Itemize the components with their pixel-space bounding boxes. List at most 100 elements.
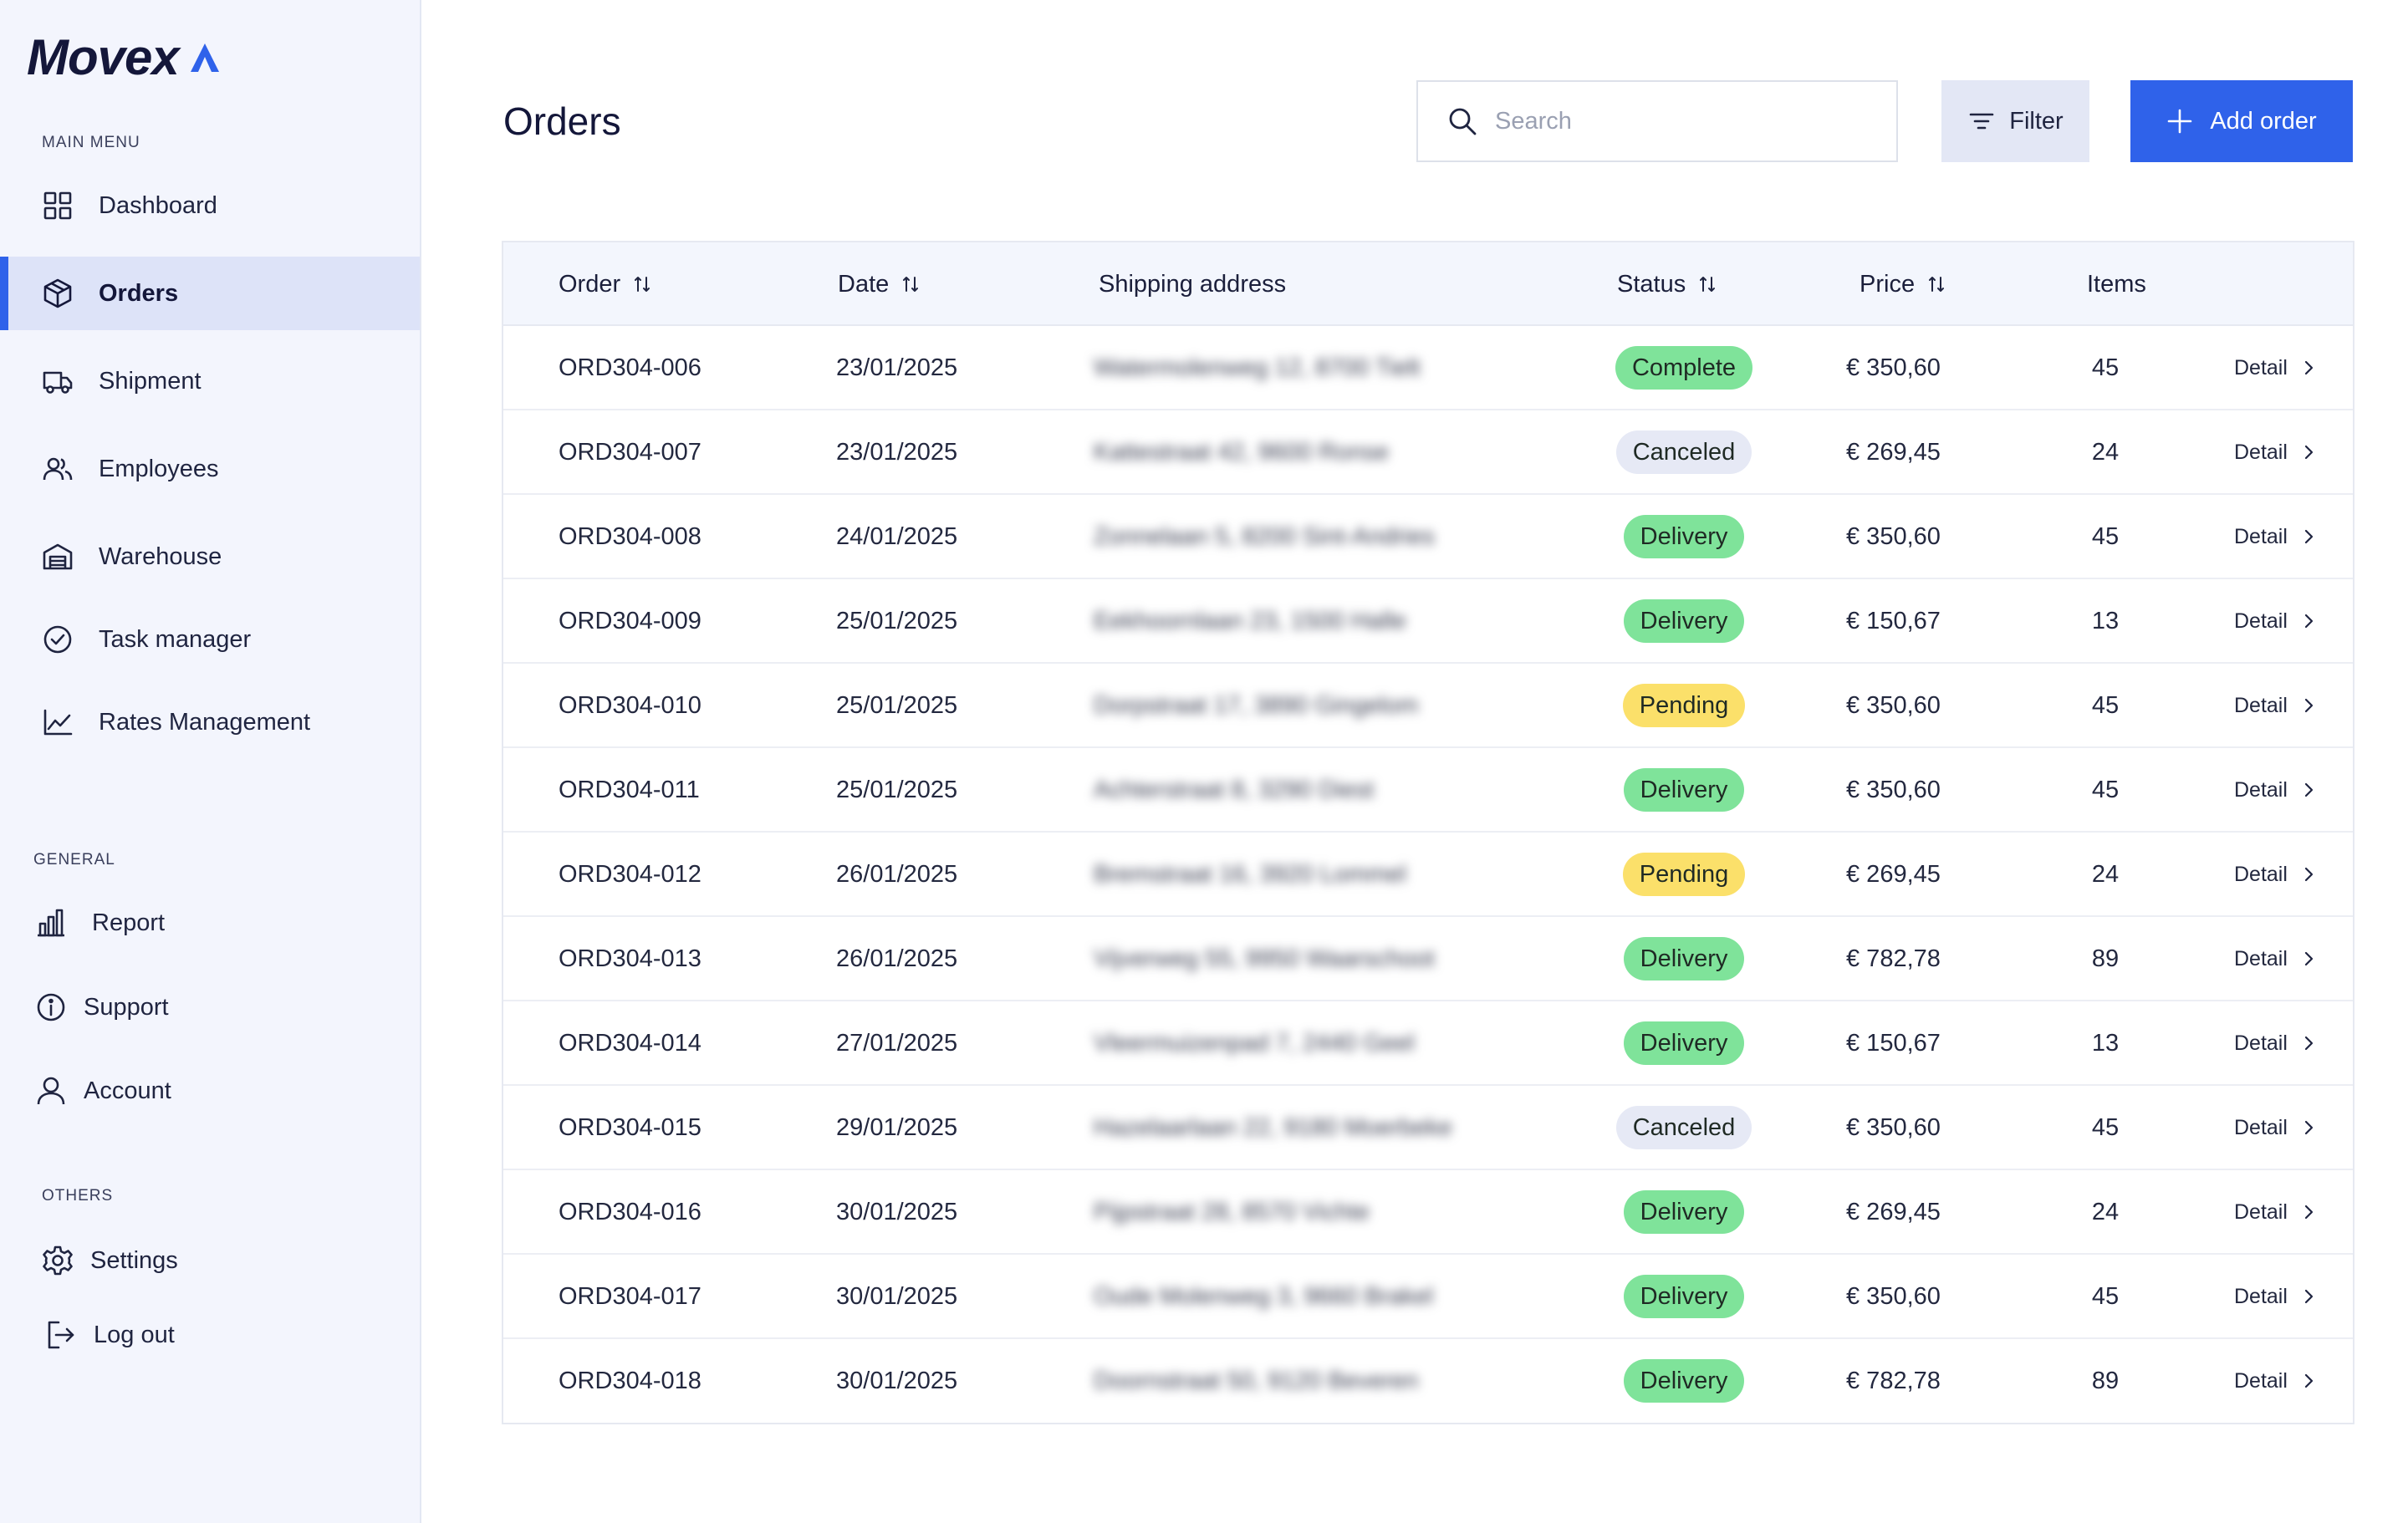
table-row[interactable]: ORD304-015 29/01/2025 Hazelaarlaan 22, 918… [503,1086,2353,1170]
detail-link[interactable]: Detail [2234,579,2318,663]
sidebar-item-label: Settings [90,1246,178,1274]
sidebar-item-shipment[interactable]: Shipment [0,344,420,418]
add-order-button[interactable]: Add order [2130,80,2353,162]
detail-link-label: Detail [2234,862,2288,886]
brand-name: Movex [27,29,180,85]
detail-link-label: Detail [2234,1200,2288,1224]
detail-link[interactable]: Detail [2234,410,2318,494]
cell-shipping-address: Doornstraat 50, 9120 Beveren [1094,1367,1419,1394]
cell-price: € 269,45 [1846,438,1941,466]
cell-price: € 350,60 [1846,1113,1941,1141]
sidebar: Movex MAIN MENU Dashboard Orders [0,0,421,1523]
sidebar-item-report[interactable]: Report [0,886,420,960]
cell-date: 26/01/2025 [836,945,958,972]
cell-price: € 350,60 [1846,691,1941,719]
cell-items: 24 [2091,860,2120,888]
table-row[interactable]: ORD304-006 23/01/2025 Watermolenweg 12, 87… [503,326,2353,410]
cell-order: ORD304-015 [559,1113,701,1141]
info-icon [35,991,67,1023]
table-row[interactable]: ORD304-016 30/01/2025 Pijpstraat 28, 8570 … [503,1170,2353,1255]
sidebar-item-orders[interactable]: Orders [0,257,420,330]
table-row[interactable]: ORD304-009 25/01/2025 Eekhoornlaan 23, 150… [503,579,2353,664]
sidebar-item-support[interactable]: Support [0,970,420,1044]
dashboard-icon [42,190,74,222]
status-badge: Delivery [1623,1359,1745,1403]
column-header-date[interactable]: Date [838,242,921,326]
status-badge: Pending [1622,853,1746,896]
cell-date: 30/01/2025 [836,1367,958,1394]
chevron-right-icon [2304,360,2314,375]
sidebar-item-account[interactable]: Account [0,1054,420,1128]
table-row[interactable]: ORD304-007 23/01/2025 Kattestraat 42, 9600… [503,410,2353,495]
logo[interactable]: Movex [27,28,224,86]
cell-price: € 150,67 [1846,607,1941,634]
table-header: Order Date Shipping address Status Price… [503,242,2353,326]
sidebar-item-rates-management[interactable]: Rates Management [0,685,420,759]
sidebar-item-dashboard[interactable]: Dashboard [0,169,420,242]
filter-button[interactable]: Filter [1941,80,2089,162]
cell-date: 30/01/2025 [836,1198,958,1225]
detail-link[interactable]: Detail [2234,748,2318,832]
detail-link[interactable]: Detail [2234,1170,2318,1254]
user-icon [35,1075,67,1107]
chevron-right-icon [2304,782,2314,797]
cell-order: ORD304-008 [559,522,701,550]
table-row[interactable]: ORD304-017 30/01/2025 Oude Molenweg 3, 966… [503,1255,2353,1339]
sidebar-item-log-out[interactable]: Log out [0,1298,420,1372]
detail-link-label: Detail [2234,777,2288,802]
table-row[interactable]: ORD304-013 26/01/2025 Vijverweg 55, 9950 W… [503,917,2353,1001]
sort-icon [1700,277,1716,292]
detail-link[interactable]: Detail [2234,833,2318,916]
sidebar-item-warehouse[interactable]: Warehouse [0,520,420,593]
sort-icon [1929,277,1945,292]
sidebar-item-employees[interactable]: Employees [0,432,420,506]
sidebar-item-settings[interactable]: Settings [0,1224,420,1297]
line-chart-icon [42,706,74,738]
cell-price: € 782,78 [1846,945,1941,972]
detail-link[interactable]: Detail [2234,495,2318,578]
sidebar-item-task-manager[interactable]: Task manager [0,603,420,676]
table-row[interactable]: ORD304-010 25/01/2025 Dorpstraat 17, 3890 … [503,664,2353,748]
table-row[interactable]: ORD304-012 26/01/2025 Bremstraat 16, 3920 … [503,833,2353,917]
cell-items: 89 [2091,945,2120,972]
cell-shipping-address: Watermolenweg 12, 8700 Tielt [1094,354,1421,381]
cell-status: Delivery [1584,1255,1784,1338]
cell-items: 13 [2091,607,2120,634]
truck-icon [42,365,74,397]
cell-shipping-address: Vijverweg 55, 9950 Waarschoot [1094,945,1435,972]
detail-link[interactable]: Detail [2234,326,2318,410]
detail-link[interactable]: Detail [2234,1086,2318,1169]
table-row[interactable]: ORD304-008 24/01/2025 Zonnelaan 5, 8200 Si… [503,495,2353,579]
detail-link-label: Detail [2234,1115,2288,1139]
status-badge: Delivery [1623,599,1745,643]
search-input[interactable] [1495,107,1880,135]
detail-link[interactable]: Detail [2234,1001,2318,1085]
column-header-shipping-address: Shipping address [1099,270,1287,298]
cell-status: Pending [1584,833,1784,916]
sidebar-item-label: Task manager [99,625,252,653]
warehouse-icon [42,541,74,573]
cell-order: ORD304-014 [559,1029,701,1057]
detail-link[interactable]: Detail [2234,1255,2318,1338]
cell-items: 45 [2091,691,2120,719]
table-row[interactable]: ORD304-018 30/01/2025 Doornstraat 50, 9120… [503,1339,2353,1424]
users-icon [42,453,74,485]
table-row[interactable]: ORD304-011 25/01/2025 Achterstraat 8, 3290… [503,748,2353,833]
sort-icon [635,277,650,292]
detail-link[interactable]: Detail [2234,1339,2318,1423]
detail-link[interactable]: Detail [2234,664,2318,747]
cell-price: € 350,60 [1846,354,1941,381]
table-row[interactable]: ORD304-014 27/01/2025 Vleermuizenpad 7, 24… [503,1001,2353,1086]
chevron-right-icon [2304,867,2314,882]
detail-link-label: Detail [2234,524,2288,548]
cell-price: € 350,60 [1846,1282,1941,1310]
column-header-price[interactable]: Price [1860,242,1946,326]
search-box[interactable] [1416,80,1898,162]
gear-icon [42,1245,74,1276]
chevron-right-icon [2304,529,2314,544]
column-header-order[interactable]: Order [559,242,652,326]
cell-items: 45 [2091,522,2120,550]
detail-link[interactable]: Detail [2234,917,2318,1001]
detail-link-label: Detail [2234,355,2288,379]
column-header-status[interactable]: Status [1617,242,1717,326]
